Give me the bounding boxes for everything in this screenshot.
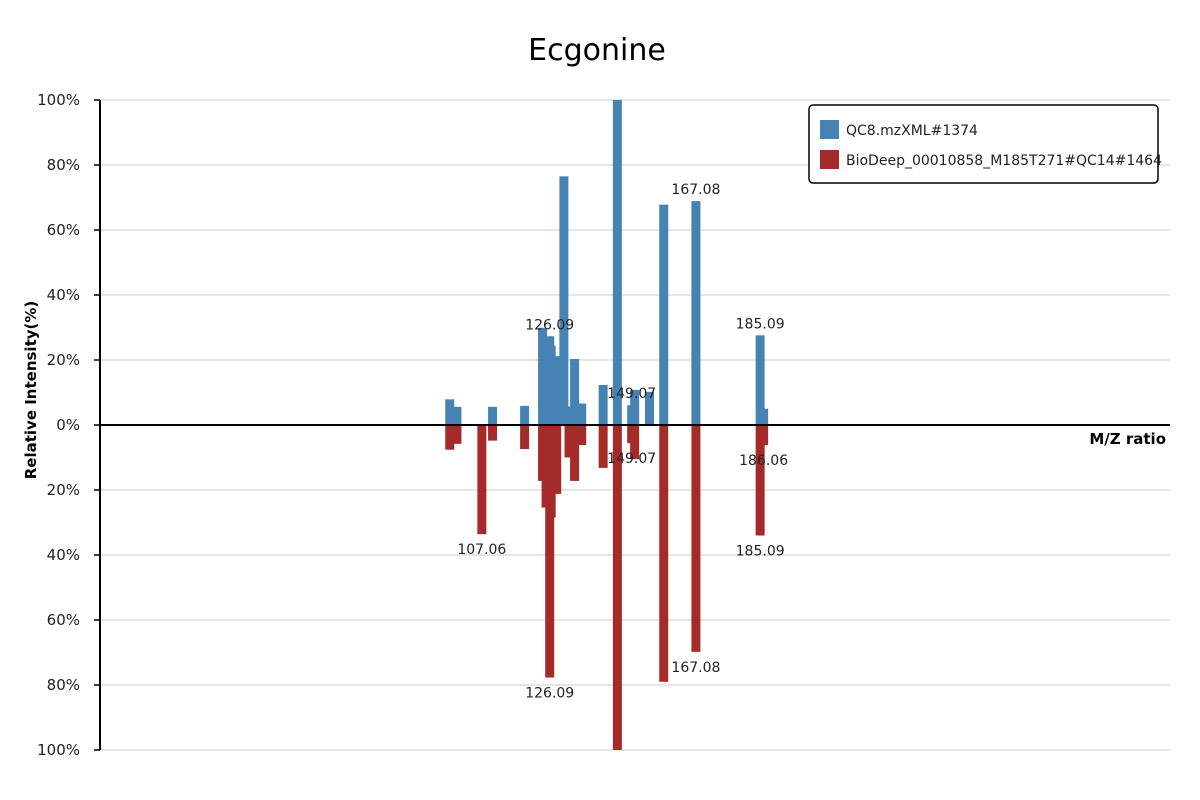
reference-peak-bar	[546, 345, 556, 425]
peak-label-bottom: 186.06	[739, 453, 788, 469]
legend: QC8.mzXML#1374 BioDeep_00010858_M185T271…	[808, 104, 1162, 184]
library-peak-bar	[564, 425, 574, 458]
peak-label-bottom: 167.08	[671, 660, 720, 676]
peak-label-bottom: 149.07	[607, 451, 656, 467]
reference-peak-bar	[598, 385, 608, 425]
peak-label-bottom: 185.09	[736, 544, 785, 560]
library-peak-bar	[552, 425, 562, 494]
library-peak-bar	[691, 425, 701, 652]
y-tick-label: 60%	[47, 221, 80, 239]
y-tick-label: 40%	[47, 546, 80, 564]
reference-peak-bar	[755, 335, 765, 425]
library-peak-bar	[759, 425, 769, 446]
legend-label-reference: QC8.mzXML#1374	[846, 123, 978, 139]
library-peak-bar	[612, 425, 622, 750]
reference-peak-bar	[445, 399, 455, 425]
reference-peak-bar	[759, 408, 769, 425]
reference-peak-bar	[659, 204, 669, 425]
peak-label-top: 185.09	[736, 316, 785, 332]
y-tick-label: 0%	[56, 416, 80, 434]
y-tick-label: 100%	[37, 741, 80, 759]
library-peak-bar	[445, 425, 455, 450]
library-peak-bar	[520, 425, 530, 450]
library-peak-bar	[755, 425, 765, 536]
library-peak-bar	[477, 425, 487, 535]
reference-peak-bar	[570, 359, 580, 425]
library-peak-bar	[488, 425, 498, 441]
reference-peak-bar	[452, 406, 462, 425]
peak-label-top: 149.07	[607, 386, 656, 402]
reference-peak-bar	[520, 405, 530, 425]
library-spectrum-bars	[445, 425, 769, 750]
y-tick-label: 20%	[47, 351, 80, 369]
reference-peak-bar	[488, 406, 498, 425]
legend-swatch-library	[820, 150, 839, 169]
library-peak-bar	[570, 425, 580, 481]
library-peak-bar	[545, 425, 555, 678]
peak-label-top: 167.08	[671, 182, 720, 198]
reference-peak-bar	[691, 201, 701, 425]
legend-box	[808, 104, 1159, 184]
reference-peak-bar	[564, 406, 574, 425]
gridlines	[100, 99, 1170, 751]
reference-peak-bar	[552, 356, 562, 425]
peak-label-bottom: 107.06	[457, 542, 506, 558]
peak-label-top: 126.09	[525, 317, 574, 333]
y-tick-label: 80%	[47, 156, 80, 174]
reference-peak-bar	[630, 389, 640, 425]
y-tick-labels: 100% 80% 60% 40% 20% 0% 20% 40% 60% 80% 100%	[37, 91, 100, 759]
y-tick-label: 60%	[47, 611, 80, 629]
library-peak-bar	[630, 425, 640, 460]
x-axis-label: M/Z ratio	[1089, 430, 1166, 448]
chart-title: Ecgonine	[528, 33, 666, 68]
reference-peak-bar	[577, 403, 587, 425]
reference-spectrum-bars	[445, 100, 769, 425]
legend-swatch-reference	[820, 120, 839, 139]
library-peak-bar	[598, 425, 608, 468]
peak-label-bottom: 126.09	[525, 686, 574, 702]
y-tick-label: 40%	[47, 286, 80, 304]
axes	[99, 100, 1170, 750]
library-peak-bar	[452, 425, 462, 444]
legend-label-library: BioDeep_00010858_M185T271#QC14#1464	[846, 153, 1162, 169]
library-peak-bar	[659, 425, 669, 682]
reference-peak-bar	[645, 391, 655, 425]
library-peak-bar	[577, 425, 587, 446]
y-tick-label: 100%	[37, 91, 80, 109]
y-tick-label: 80%	[47, 676, 80, 694]
y-tick-label: 20%	[47, 481, 80, 499]
reference-peak-bar	[559, 176, 569, 425]
reference-peak-bar	[612, 100, 622, 425]
peak-labels: 149.07 126.09 167.08 185.09 107.06 186.06 126.…	[457, 182, 788, 701]
y-axis-label: Relative Intensity(%)	[22, 301, 40, 480]
